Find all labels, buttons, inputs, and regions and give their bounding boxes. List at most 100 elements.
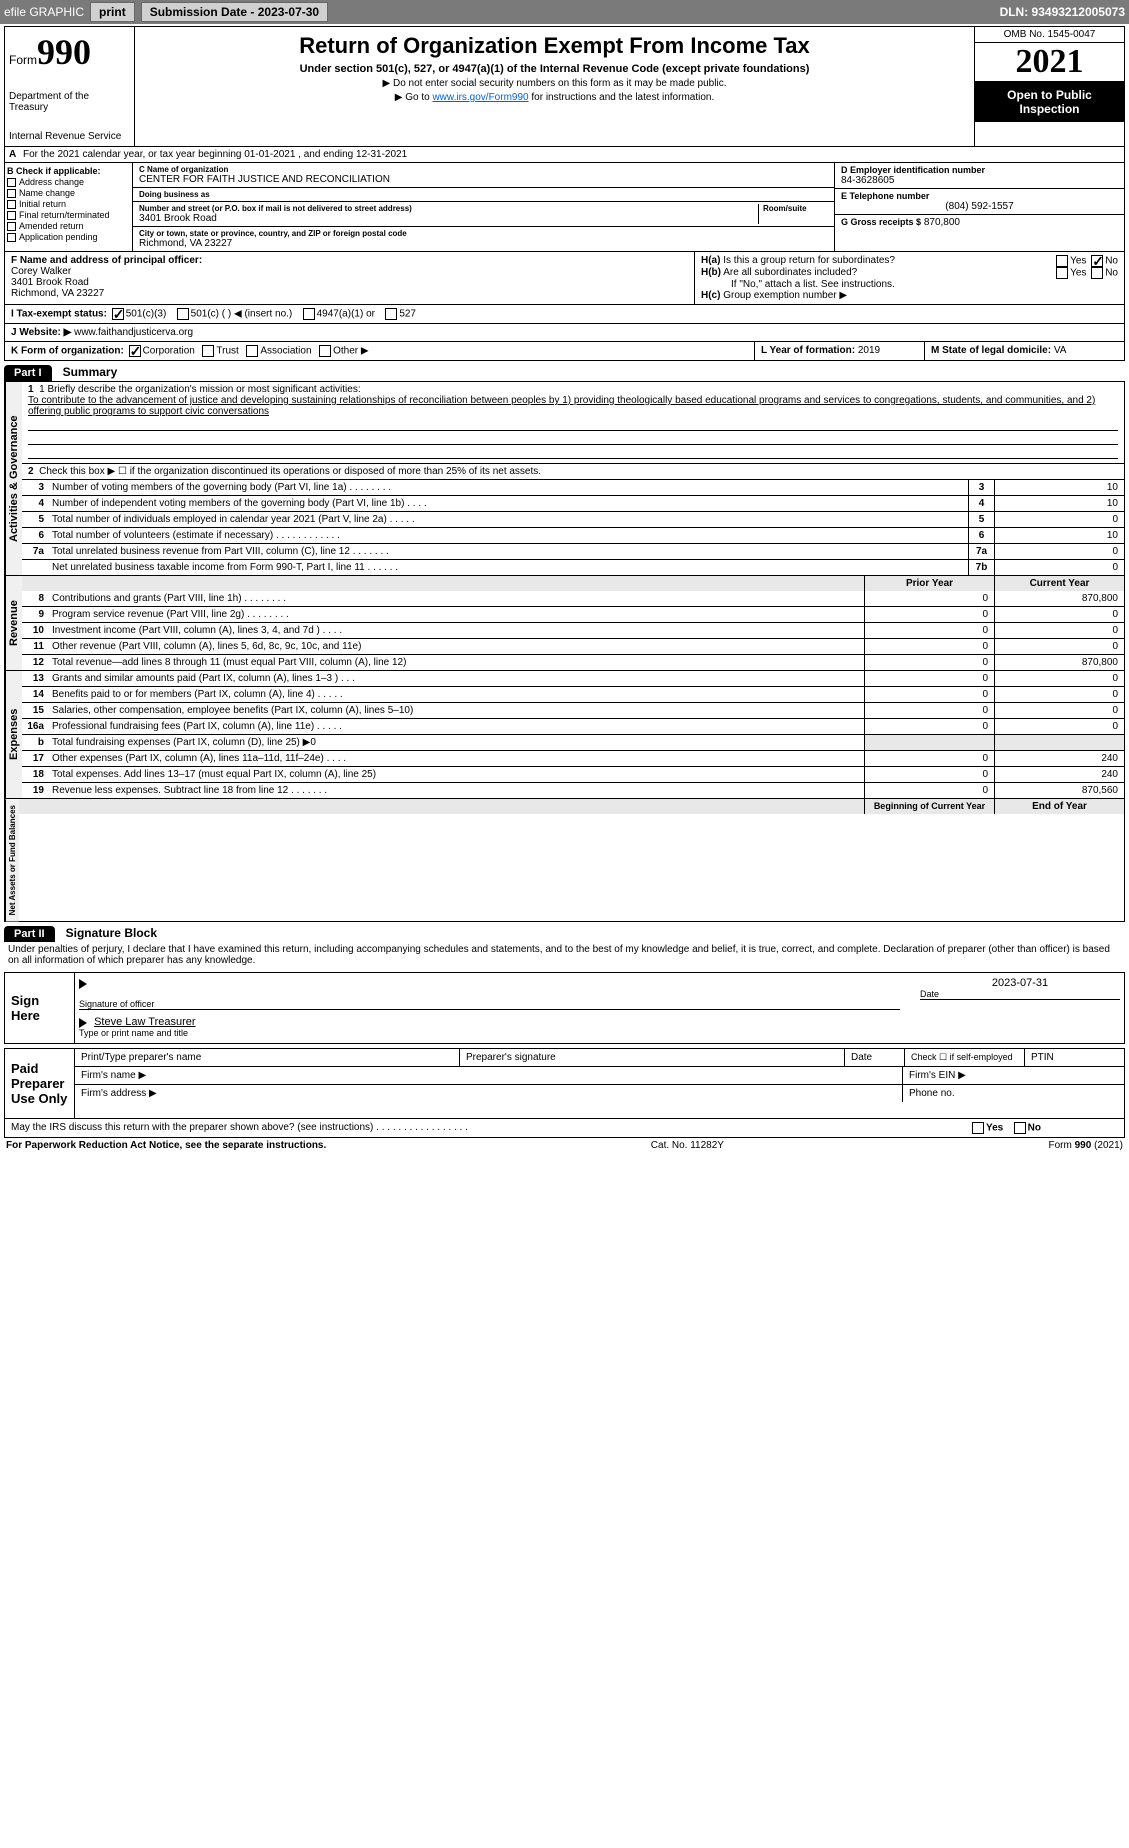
ha-no-checkbox[interactable] [1091,255,1103,267]
section-bcd: B Check if applicable: Address change Na… [4,163,1125,251]
row-a: A For the 2021 calendar year, or tax yea… [4,147,1125,163]
trust-label: Trust [216,346,238,357]
hb-no-checkbox[interactable] [1091,267,1103,279]
header-sub2: ▶ Do not enter social security numbers o… [143,78,966,89]
sign-here-label: Sign Here [5,973,75,1043]
checkbox-final-return[interactable] [7,211,16,220]
form-number-box: Form990 Department of the Treasury Inter… [5,27,135,146]
arrow-icon [79,1018,87,1028]
checkbox-amended[interactable] [7,222,16,231]
typed-name: Steve Law Treasurer [94,1016,196,1028]
table-row: 3Number of voting members of the governi… [22,480,1124,495]
sig-date-value: 2023-07-31 [920,977,1120,989]
4947-label: 4947(a)(1) or [317,309,375,320]
hdr-begin: Beginning of Current Year [864,799,994,814]
may-no-checkbox[interactable] [1014,1122,1026,1134]
footer-center: Cat. No. 11282Y [651,1140,724,1151]
table-row: 17Other expenses (Part IX, column (A), l… [22,750,1124,766]
501c-label: 501(c) ( ) ◀ (insert no.) [191,309,293,320]
ein-value: 84-3628605 [841,175,1118,186]
table-row: 12Total revenue—add lines 8 through 11 (… [22,654,1124,670]
officer-addr2: Richmond, VA 23227 [11,288,688,299]
may-yes-checkbox[interactable] [972,1122,984,1134]
other-checkbox[interactable] [319,345,331,357]
hb-note: If "No," attach a list. See instructions… [701,279,1118,290]
phone-label: E Telephone number [841,191,1118,201]
firm-ein-label: Firm's EIN ▶ [902,1067,1124,1084]
part1-box: Activities & Governance 1 1 Briefly desc… [4,381,1125,922]
table-row: Net unrelated business taxable income fr… [22,559,1124,575]
may-discuss-text: May the IRS discuss this return with the… [5,1119,964,1137]
org-name-box: C Name of organization CENTER FOR FAITH … [133,163,834,188]
city-box: City or town, state or province, country… [133,227,834,251]
h-box: H(a) Is this a group return for subordin… [694,252,1124,304]
tbl-na: Net Assets or Fund Balances Beginning of… [5,798,1124,921]
gross-value: 870,800 [924,217,960,228]
efile-label: efile GRAPHIC [4,5,84,19]
exp-lines: 13Grants and similar amounts paid (Part … [22,671,1124,798]
table-row: 18Total expenses. Add lines 13–17 (must … [22,766,1124,782]
table-row: 13Grants and similar amounts paid (Part … [22,671,1124,686]
gross-receipts-box: G Gross receipts $ 870,800 [835,215,1124,230]
form-word: Form [9,53,37,67]
501c-checkbox[interactable] [177,308,189,320]
city-value: Richmond, VA 23227 [139,238,828,249]
officer-name: Corey Walker [11,266,688,277]
checkbox-app-pending[interactable] [7,233,16,242]
print-button[interactable]: print [90,2,135,22]
tbl-rev: Revenue Prior Year Current Year 8Contrib… [5,575,1124,670]
paid-prep-label: Paid Preparer Use Only [5,1049,75,1118]
dept-treasury: Department of the Treasury [9,91,130,113]
may-yes: Yes [986,1123,1003,1134]
q1-label: 1 1 Briefly describe the organization's … [22,382,1124,464]
pp-date-label: Date [844,1049,904,1066]
ha-yes: Yes [1070,256,1086,267]
ein-label: D Employer identification number [841,165,1118,175]
527-checkbox[interactable] [385,308,397,320]
part1-tag: Part I [4,365,52,381]
col-d: D Employer identification number 84-3628… [834,163,1124,251]
4947-checkbox[interactable] [303,308,315,320]
submission-date-button[interactable]: Submission Date - 2023-07-30 [141,2,328,22]
table-row: bTotal fundraising expenses (Part IX, co… [22,734,1124,750]
officer-addr1: 3401 Brook Road [11,277,688,288]
header-sub3: ▶ Go to www.irs.gov/Form990 for instruct… [143,92,966,103]
form990-link[interactable]: www.irs.gov/Form990 [432,92,528,103]
row-j: J Website: ▶ www.faithandjusticerva.org [4,324,1125,342]
501c3-checkbox[interactable] [112,308,124,320]
checkbox-name-change[interactable] [7,189,16,198]
sidetab-exp: Expenses [5,671,22,798]
501c3-label: 501(c)(3) [126,309,167,320]
sign-here-block: Sign Here Signature of officer 2023-07-3… [4,972,1125,1044]
trust-checkbox[interactable] [202,345,214,357]
q1-mission-text: To contribute to the advancement of just… [28,395,1095,417]
footer: For Paperwork Reduction Act Notice, see … [0,1138,1129,1153]
assoc-checkbox[interactable] [246,345,258,357]
org-name-label: C Name of organization [139,165,828,174]
ha-yes-checkbox[interactable] [1056,255,1068,267]
checkbox-initial-return[interactable] [7,200,16,209]
city-label: City or town, state or province, country… [139,229,828,238]
table-row: 8Contributions and grants (Part VIII, li… [22,591,1124,606]
hb-yes-checkbox[interactable] [1056,267,1068,279]
hb-yes: Yes [1070,268,1086,279]
other-label: Other ▶ [333,346,368,357]
table-row: 16aProfessional fundraising fees (Part I… [22,718,1124,734]
signature-line: Signature of officer [79,989,900,1010]
lbl-amended: Amended return [19,221,84,231]
rev-hdr: Prior Year Current Year [22,576,1124,591]
table-row: 4Number of independent voting members of… [22,495,1124,511]
table-row: 7aTotal unrelated business revenue from … [22,543,1124,559]
checkbox-address-change[interactable] [7,178,16,187]
phone-box: E Telephone number (804) 592-1557 [835,189,1124,215]
state-domicile-value: VA [1054,345,1067,356]
form-header: Form990 Department of the Treasury Inter… [4,26,1125,147]
street-label: Number and street (or P.O. box if mail i… [139,204,758,213]
na-hdr: Beginning of Current Year End of Year [19,799,1124,814]
corp-checkbox[interactable] [129,345,141,357]
table-row: 9Program service revenue (Part VIII, lin… [22,606,1124,622]
ha-no: No [1105,256,1118,267]
q2-row: 2 Check this box ▶ ☐ if the organization… [22,464,1124,480]
dba-box: Doing business as [133,188,834,202]
sig-date-label: Date [920,989,1120,1000]
